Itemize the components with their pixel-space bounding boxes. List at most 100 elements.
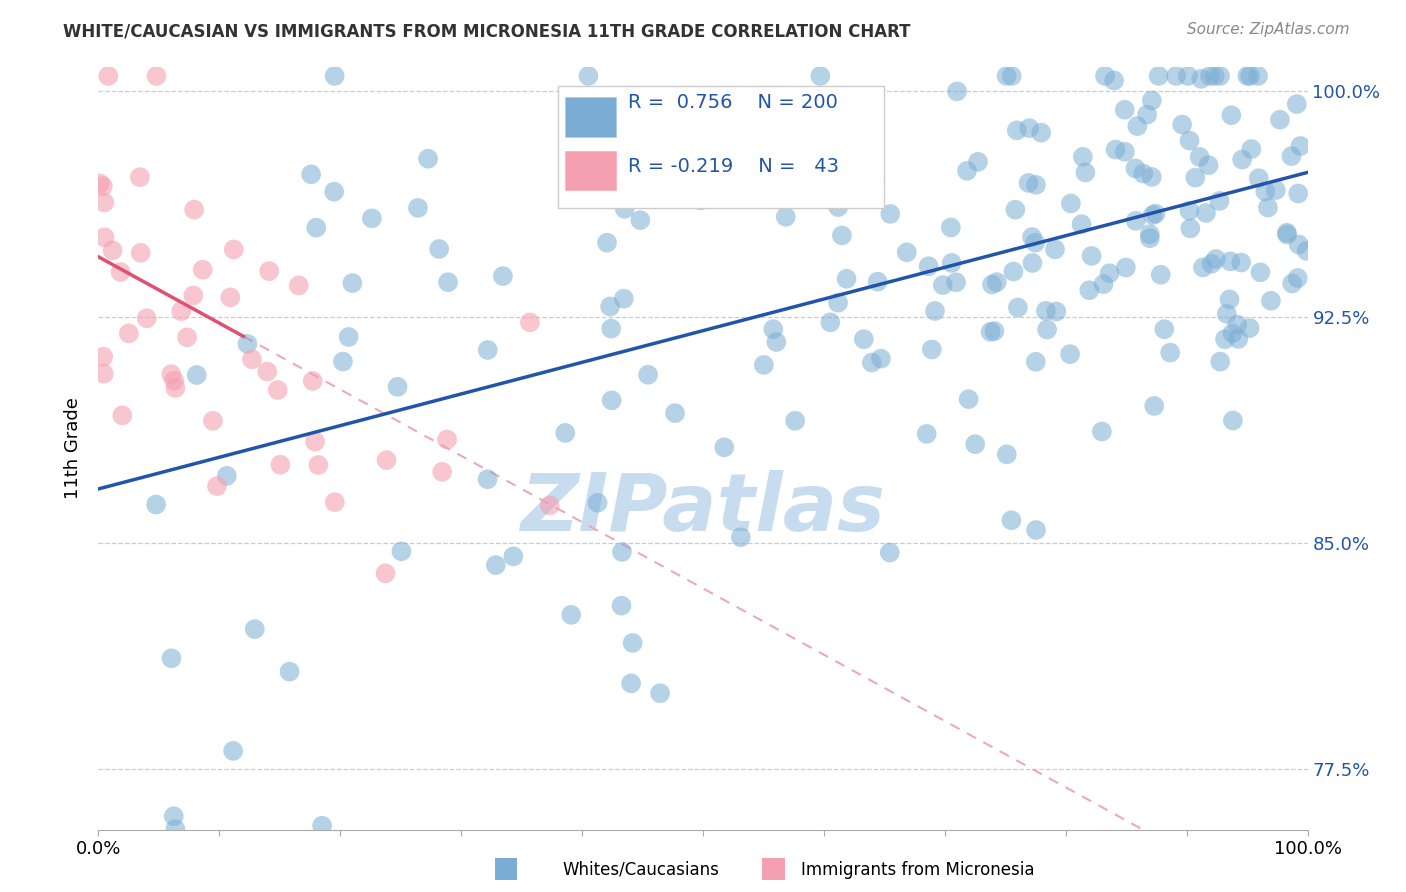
- Point: [257, 264, 280, 278]
- Point: [586, 496, 609, 510]
- Point: [1025, 178, 1047, 192]
- Point: [337, 330, 360, 344]
- Point: [1005, 123, 1028, 137]
- Point: [1268, 112, 1291, 127]
- Point: [387, 380, 409, 394]
- Point: [995, 69, 1018, 83]
- Point: [236, 337, 259, 351]
- Point: [1114, 103, 1136, 117]
- Point: [183, 202, 205, 217]
- Point: [492, 269, 515, 284]
- Point: [600, 393, 623, 408]
- Point: [981, 277, 1004, 292]
- Point: [689, 194, 711, 208]
- Point: [1035, 303, 1057, 318]
- Point: [145, 69, 167, 83]
- Point: [1059, 347, 1081, 361]
- Point: [879, 545, 901, 559]
- Point: [1239, 321, 1261, 335]
- Point: [1215, 307, 1237, 321]
- Point: [1025, 523, 1047, 537]
- Point: [299, 167, 322, 181]
- Point: [427, 242, 450, 256]
- Point: [560, 607, 582, 622]
- Point: [945, 275, 967, 289]
- Point: [941, 256, 963, 270]
- Point: [860, 355, 883, 369]
- Point: [1220, 108, 1243, 122]
- Point: [1004, 202, 1026, 217]
- Point: [1209, 354, 1232, 368]
- Point: [1045, 304, 1067, 318]
- Point: [1171, 118, 1194, 132]
- Point: [1239, 69, 1261, 83]
- Point: [831, 228, 853, 243]
- Point: [1139, 227, 1161, 241]
- FancyBboxPatch shape: [565, 151, 616, 191]
- Point: [485, 558, 508, 572]
- Point: [1295, 244, 1317, 258]
- Point: [97, 69, 120, 83]
- Point: [256, 365, 278, 379]
- FancyBboxPatch shape: [565, 97, 616, 137]
- Point: [430, 465, 453, 479]
- Text: WHITE/CAUCASIAN VS IMMIGRANTS FROM MICRONESIA 11TH GRADE CORRELATION CHART: WHITE/CAUCASIAN VS IMMIGRANTS FROM MICRO…: [63, 22, 911, 40]
- Point: [375, 453, 398, 467]
- Text: ZIPatlas: ZIPatlas: [520, 470, 886, 549]
- Point: [1247, 171, 1270, 186]
- Point: [808, 69, 831, 83]
- Point: [827, 200, 849, 214]
- Point: [1115, 260, 1137, 275]
- Point: [870, 351, 893, 366]
- Point: [374, 566, 396, 581]
- Point: [1230, 153, 1253, 167]
- Point: [305, 220, 328, 235]
- Point: [863, 95, 886, 109]
- Point: [1288, 237, 1310, 252]
- Point: [610, 545, 633, 559]
- Point: [1074, 165, 1097, 179]
- Point: [610, 599, 633, 613]
- Point: [820, 315, 842, 329]
- Point: [1222, 413, 1244, 427]
- Point: [519, 315, 541, 329]
- Point: [1060, 196, 1083, 211]
- Point: [1007, 301, 1029, 315]
- Point: [176, 330, 198, 344]
- Point: [311, 819, 333, 833]
- Point: [323, 69, 346, 83]
- Point: [1204, 69, 1226, 83]
- Point: [1125, 214, 1147, 228]
- Point: [713, 440, 735, 454]
- Point: [986, 275, 1008, 289]
- Point: [191, 262, 214, 277]
- Point: [1184, 170, 1206, 185]
- Point: [1164, 69, 1187, 83]
- Point: [389, 544, 412, 558]
- Point: [1021, 230, 1043, 244]
- Point: [502, 549, 524, 564]
- Point: [1199, 69, 1222, 83]
- Point: [1159, 345, 1181, 359]
- Point: [1139, 231, 1161, 245]
- Point: [956, 164, 979, 178]
- Point: [967, 154, 990, 169]
- Point: [93, 367, 115, 381]
- Point: [626, 143, 648, 157]
- Point: [436, 433, 458, 447]
- Point: [1029, 126, 1052, 140]
- Point: [648, 686, 671, 700]
- Point: [101, 244, 124, 258]
- Point: [827, 295, 849, 310]
- Point: [1178, 134, 1201, 148]
- Point: [613, 202, 636, 216]
- Point: [1177, 69, 1199, 83]
- Point: [186, 368, 208, 382]
- Point: [775, 210, 797, 224]
- Point: [240, 352, 263, 367]
- Point: [1126, 119, 1149, 133]
- Point: [915, 426, 938, 441]
- Point: [792, 121, 814, 136]
- Point: [957, 392, 980, 406]
- Point: [1104, 143, 1126, 157]
